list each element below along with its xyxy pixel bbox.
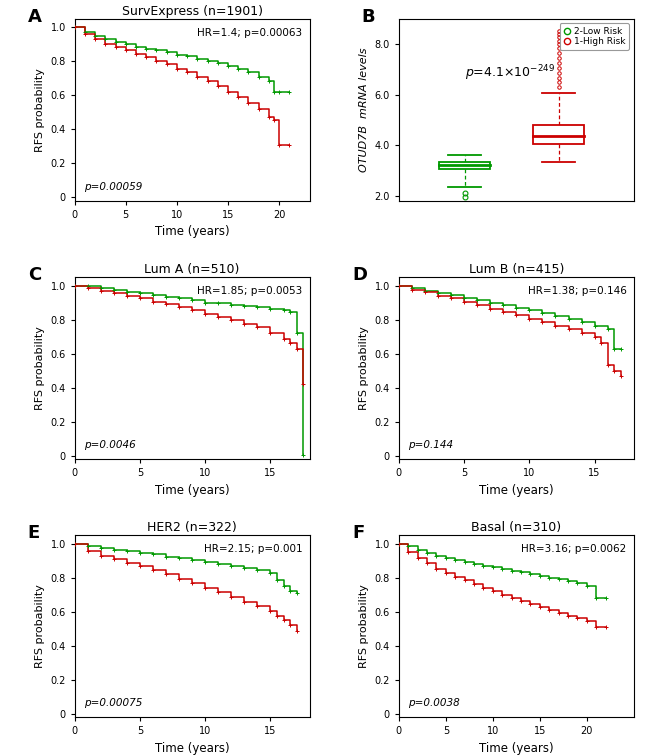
Title: Lum A (n=510): Lum A (n=510) <box>144 263 240 276</box>
Title: Lum B (n=415): Lum B (n=415) <box>469 263 564 276</box>
Text: D: D <box>352 267 367 284</box>
Text: B: B <box>361 8 375 26</box>
Text: C: C <box>28 267 41 284</box>
X-axis label: Time (years): Time (years) <box>479 742 554 755</box>
Y-axis label: RFS probability: RFS probability <box>359 584 369 668</box>
Text: HR=2.15; p=0.001: HR=2.15; p=0.001 <box>204 544 303 554</box>
Text: F: F <box>352 525 364 543</box>
Text: $p$=4.1×10$^{-249}$: $p$=4.1×10$^{-249}$ <box>465 63 555 83</box>
Text: p=0.00075: p=0.00075 <box>84 698 142 708</box>
Title: Basal (n=310): Basal (n=310) <box>471 521 562 535</box>
Text: p=0.144: p=0.144 <box>408 440 454 450</box>
Y-axis label: RFS probability: RFS probability <box>35 584 45 668</box>
Text: HR=3.16; p=0.0062: HR=3.16; p=0.0062 <box>521 544 627 554</box>
X-axis label: Time (years): Time (years) <box>479 484 554 497</box>
X-axis label: Time (years): Time (years) <box>155 742 229 755</box>
Text: HR=1.85; p=0.0053: HR=1.85; p=0.0053 <box>198 286 303 296</box>
Y-axis label: RFS probability: RFS probability <box>359 326 369 410</box>
Y-axis label: RFS probability: RFS probability <box>35 326 45 410</box>
X-axis label: Time (years): Time (years) <box>155 484 229 497</box>
Title: HER2 (n=322): HER2 (n=322) <box>148 521 237 535</box>
Y-axis label: OTUD7B  mRNA levels: OTUD7B mRNA levels <box>359 48 369 172</box>
Text: p=0.0038: p=0.0038 <box>408 698 460 708</box>
X-axis label: Time (years): Time (years) <box>155 225 229 239</box>
Text: A: A <box>28 8 42 26</box>
Bar <box>533 125 584 144</box>
Text: E: E <box>28 525 40 543</box>
Text: p=0.00059: p=0.00059 <box>84 182 142 192</box>
Text: HR=1.38; p=0.146: HR=1.38; p=0.146 <box>528 286 627 296</box>
Text: HR=1.4; p=0.00063: HR=1.4; p=0.00063 <box>198 28 303 38</box>
Y-axis label: RFS probability: RFS probability <box>35 68 45 152</box>
Title: SurvExpress (n=1901): SurvExpress (n=1901) <box>122 5 263 17</box>
Legend: 2-Low Risk, 1-High Risk: 2-Low Risk, 1-High Risk <box>560 23 629 50</box>
Text: p=0.0046: p=0.0046 <box>84 440 136 450</box>
Bar <box>439 162 491 169</box>
